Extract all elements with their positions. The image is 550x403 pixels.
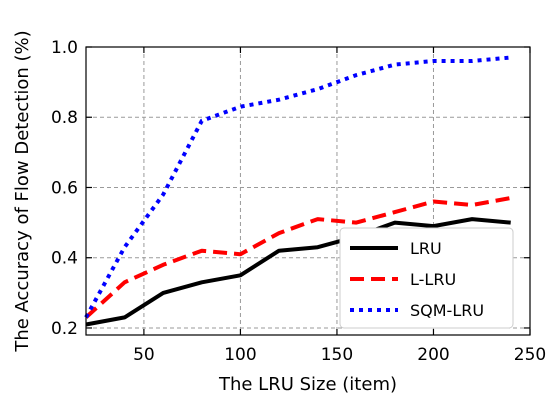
x-tick-label: 50: [133, 345, 155, 365]
legend-label-l-lru: L-LRU: [410, 270, 456, 289]
y-tick-label: 0.6: [51, 178, 78, 198]
x-tick-label: 250: [514, 345, 546, 365]
series-lines: [84, 55, 512, 327]
legend-label-lru: LRU: [410, 239, 442, 258]
series-line-l-lru: [84, 196, 512, 319]
y-axis-label: The Accuracy of Flow Detection (%): [12, 30, 33, 352]
y-tick-label: 1.0: [51, 38, 78, 58]
x-tick-label: 150: [321, 345, 353, 365]
axis-ticks: 50 100 150 200 250 0.2 0.4 0.6 0.8 1.0: [51, 38, 546, 365]
series-line-lru: [85, 217, 511, 327]
x-tick-label: 200: [417, 345, 449, 365]
legend-label-sqm-lru: SQM-LRU: [410, 301, 484, 320]
y-tick-label: 0.4: [51, 249, 78, 269]
legend: LRU L-LRU SQM-LRU: [339, 227, 514, 329]
x-axis-label: The LRU Size (item): [218, 374, 397, 395]
plot-frame: [85, 46, 531, 336]
y-tick-label: 0.8: [51, 108, 78, 128]
legend-box: [339, 227, 514, 329]
y-tick-label: 0.2: [51, 319, 78, 339]
x-tick-label: 100: [224, 345, 256, 365]
